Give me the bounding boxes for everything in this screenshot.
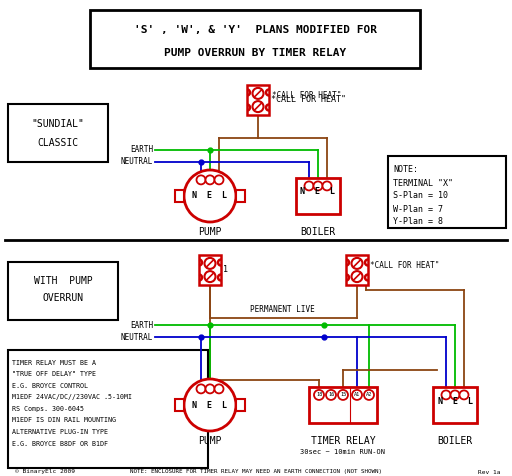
Circle shape <box>352 271 362 282</box>
Text: PUMP: PUMP <box>198 227 222 237</box>
Circle shape <box>364 390 374 400</box>
Circle shape <box>205 385 215 393</box>
Text: TIMER RELAY: TIMER RELAY <box>311 436 375 446</box>
Text: 15: 15 <box>340 392 346 397</box>
Text: M1EDF IS DIN RAIL MOUNTING: M1EDF IS DIN RAIL MOUNTING <box>12 417 116 424</box>
Circle shape <box>323 181 331 190</box>
Circle shape <box>252 88 264 99</box>
Circle shape <box>197 385 205 393</box>
Text: "SUNDIAL": "SUNDIAL" <box>32 119 84 129</box>
Circle shape <box>326 390 336 400</box>
Text: OVERRUN: OVERRUN <box>42 293 83 303</box>
Bar <box>388 156 506 228</box>
Text: EARTH: EARTH <box>130 320 153 329</box>
Text: A1: A1 <box>354 392 360 397</box>
Text: 'S' , 'W', & 'Y'  PLANS MODIFIED FOR: 'S' , 'W', & 'Y' PLANS MODIFIED FOR <box>134 25 376 35</box>
Circle shape <box>205 175 215 184</box>
Circle shape <box>305 181 313 190</box>
Text: Rev 1a: Rev 1a <box>478 469 500 475</box>
Circle shape <box>204 271 216 282</box>
Text: NEUTRAL: NEUTRAL <box>121 333 153 341</box>
Text: E.G. BROYCE CONTROL: E.G. BROYCE CONTROL <box>12 383 88 389</box>
Text: S-Plan = 10: S-Plan = 10 <box>393 191 448 200</box>
Bar <box>8 262 118 320</box>
Text: 1: 1 <box>223 266 228 275</box>
Text: 18: 18 <box>316 392 322 397</box>
Text: © BinaryElc 2009: © BinaryElc 2009 <box>15 469 75 475</box>
Text: *CALL FOR HEAT": *CALL FOR HEAT" <box>370 261 439 270</box>
Text: A2: A2 <box>366 392 372 397</box>
Circle shape <box>215 385 224 393</box>
Circle shape <box>184 379 236 431</box>
Text: NOTE: ENCLOSURE FOR TIMER RELAY MAY NEED AN EARTH CONNECTION (NOT SHOWN): NOTE: ENCLOSURE FOR TIMER RELAY MAY NEED… <box>130 469 382 475</box>
Text: N  E  L: N E L <box>437 397 473 406</box>
Text: NOTE:: NOTE: <box>393 166 418 175</box>
Circle shape <box>338 390 348 400</box>
Circle shape <box>314 390 324 400</box>
Text: TIMER RELAY MUST BE A: TIMER RELAY MUST BE A <box>12 360 96 366</box>
Text: TERMINAL "X": TERMINAL "X" <box>393 178 453 188</box>
Text: W-Plan = 7: W-Plan = 7 <box>393 205 443 214</box>
Circle shape <box>352 258 362 269</box>
Text: E.G. BROYCE B8DF OR B1DF: E.G. BROYCE B8DF OR B1DF <box>12 440 108 446</box>
Bar <box>90 10 420 68</box>
Text: PUMP OVERRUN BY TIMER RELAY: PUMP OVERRUN BY TIMER RELAY <box>164 48 346 58</box>
Circle shape <box>352 390 362 400</box>
Text: M1EDF 24VAC/DC//230VAC .5-10MI: M1EDF 24VAC/DC//230VAC .5-10MI <box>12 395 132 400</box>
Text: *CALL FOR HEAT": *CALL FOR HEAT" <box>271 96 346 105</box>
Circle shape <box>204 258 216 269</box>
Circle shape <box>215 175 224 184</box>
Text: ALTERNATIVE PLUG-IN TYPE: ALTERNATIVE PLUG-IN TYPE <box>12 429 108 435</box>
Text: PUMP: PUMP <box>198 436 222 446</box>
Circle shape <box>252 101 264 112</box>
Text: RS Comps. 300-6045: RS Comps. 300-6045 <box>12 406 84 412</box>
Bar <box>199 255 221 285</box>
Circle shape <box>184 170 236 222</box>
Circle shape <box>313 181 323 190</box>
Bar <box>296 178 340 214</box>
Text: BOILER: BOILER <box>437 436 473 446</box>
Text: CLASSIC: CLASSIC <box>37 138 78 148</box>
Bar <box>433 387 477 423</box>
Bar <box>247 85 269 115</box>
Bar <box>8 350 208 468</box>
Bar <box>175 190 184 202</box>
Circle shape <box>451 390 459 399</box>
Bar <box>346 255 368 285</box>
Bar <box>309 387 377 423</box>
Bar <box>175 399 184 411</box>
Text: PERMANENT LIVE: PERMANENT LIVE <box>250 306 314 315</box>
Text: NEUTRAL: NEUTRAL <box>121 158 153 167</box>
Text: N  E  L: N E L <box>193 191 227 200</box>
Text: 30sec ~ 10min RUN-ON: 30sec ~ 10min RUN-ON <box>301 449 386 455</box>
Text: Y-Plan = 8: Y-Plan = 8 <box>393 218 443 227</box>
Circle shape <box>459 390 468 399</box>
Text: BOILER: BOILER <box>301 227 336 237</box>
Bar <box>236 190 245 202</box>
Text: *CALL FOR HEAT": *CALL FOR HEAT" <box>272 91 342 100</box>
Text: N  E  L: N E L <box>301 188 335 197</box>
Text: 16: 16 <box>328 392 334 397</box>
Circle shape <box>441 390 451 399</box>
Text: WITH  PUMP: WITH PUMP <box>34 276 92 286</box>
Bar <box>8 104 108 162</box>
Text: N  E  L: N E L <box>193 400 227 409</box>
Text: "TRUE OFF DELAY" TYPE: "TRUE OFF DELAY" TYPE <box>12 371 96 377</box>
Bar <box>236 399 245 411</box>
Text: EARTH: EARTH <box>130 146 153 155</box>
Circle shape <box>197 175 205 184</box>
